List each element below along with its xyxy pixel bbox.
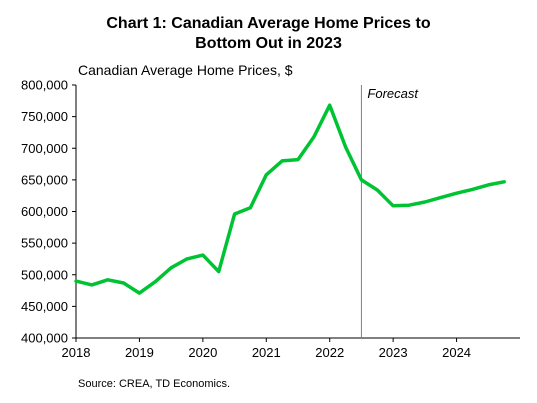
x-tick-label: 2020 xyxy=(188,345,217,360)
y-axis-label: Canadian Average Home Prices, $ xyxy=(78,62,293,78)
forecast-label: Forecast xyxy=(367,86,419,101)
chart-title-line1: Chart 1: Canadian Average Home Prices to xyxy=(106,15,430,32)
x-tick-label: 2018 xyxy=(62,345,91,360)
y-tick-label: 650,000 xyxy=(21,172,68,187)
plot-area: 400,000 450,000 500,000 550,000 600,000 650,0… xyxy=(21,78,520,360)
y-tick-label: 400,000 xyxy=(21,331,68,346)
x-tick-label: 2019 xyxy=(125,345,154,360)
series-line-home-prices xyxy=(74,103,506,295)
chart-title-line2: Bottom Out in 2023 xyxy=(195,35,342,52)
y-tick-label: 700,000 xyxy=(21,141,68,156)
y-tick-label: 600,000 xyxy=(21,204,68,219)
y-tick-label: 800,000 xyxy=(21,78,68,93)
y-tick-label: 450,000 xyxy=(21,299,68,314)
source-note: Source: CREA, TD Economics. xyxy=(78,378,230,390)
x-tick-label: 2024 xyxy=(442,345,471,360)
y-tick-label: 500,000 xyxy=(21,267,68,282)
x-tick-label: 2023 xyxy=(379,345,408,360)
x-tick-label: 2021 xyxy=(252,345,281,360)
y-tick-label: 750,000 xyxy=(21,109,68,124)
x-tick-label: 2022 xyxy=(315,345,344,360)
y-tick-label: 550,000 xyxy=(21,236,68,251)
